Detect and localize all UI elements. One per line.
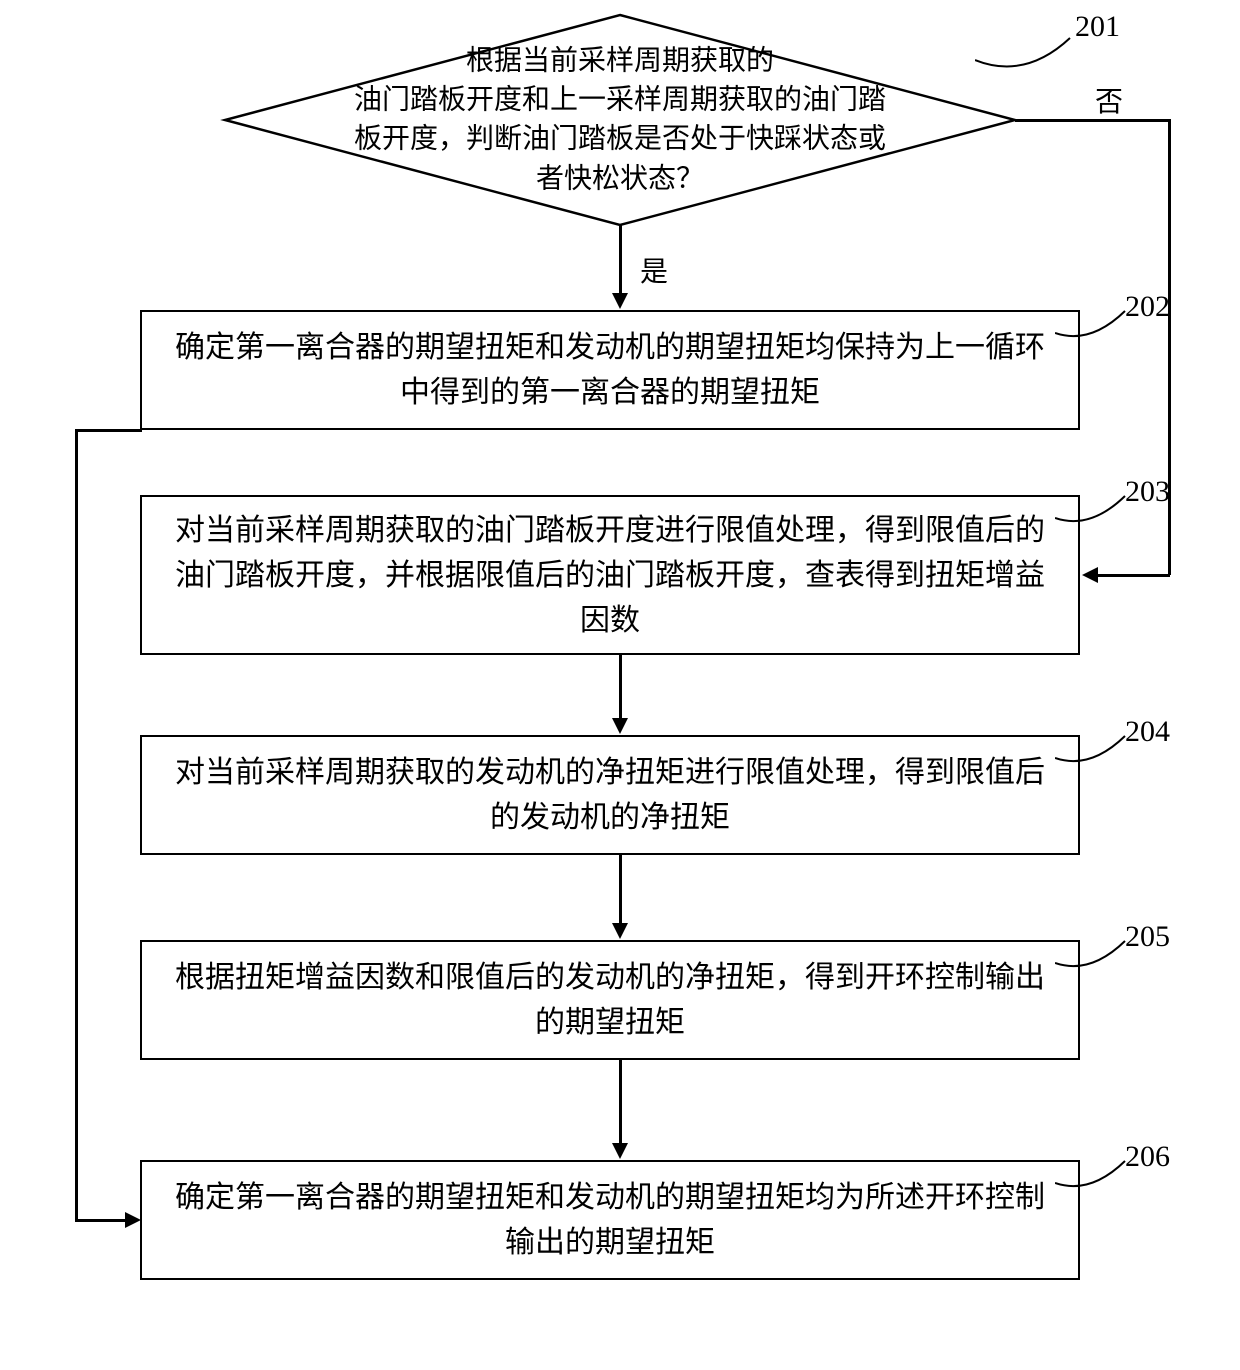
line-202-bottom-h [75,1219,127,1222]
curve-202 [1055,305,1130,345]
arrow-yes [619,225,622,295]
arrowhead-205-206 [612,1143,628,1159]
arrowhead-202-to-206 [125,1212,141,1228]
step-label-203: 203 [1125,475,1170,509]
process-205-text: 根据扭矩增益因数和限值后的发动机的净扭矩，得到开环控制输出的期望扭矩 [162,955,1058,1045]
arrow-204-205 [619,855,622,925]
process-204: 对当前采样周期获取的发动机的净扭矩进行限值处理，得到限值后的发动机的净扭矩 [140,735,1080,855]
step-label-204: 204 [1125,715,1170,749]
process-206-text: 确定第一离合器的期望扭矩和发动机的期望扭矩均为所述开环控制输出的期望扭矩 [162,1175,1058,1265]
step-label-205: 205 [1125,920,1170,954]
line-202-left-v [75,429,78,1220]
flowchart: 根据当前采样周期获取的油门踏板开度和上一采样周期获取的油门踏板开度，判断油门踏板… [0,0,1240,1370]
process-202-text: 确定第一离合器的期望扭矩和发动机的期望扭矩均保持为上一循环中得到的第一离合器的期… [162,325,1058,415]
curve-205 [1055,935,1130,975]
process-203: 对当前采样周期获取的油门踏板开度进行限值处理，得到限值后的油门踏板开度，并根据限… [140,495,1080,655]
line-202-left-h [75,429,142,432]
process-202: 确定第一离合器的期望扭矩和发动机的期望扭矩均保持为上一循环中得到的第一离合器的期… [140,310,1080,430]
process-205: 根据扭矩增益因数和限值后的发动机的净扭矩，得到开环控制输出的期望扭矩 [140,940,1080,1060]
arrowhead-yes [612,293,628,309]
process-206: 确定第一离合器的期望扭矩和发动机的期望扭矩均为所述开环控制输出的期望扭矩 [140,1160,1080,1280]
step-label-206: 206 [1125,1140,1170,1174]
no-line-h [1015,119,1170,122]
curve-201 [975,30,1075,80]
yes-label: 是 [640,250,668,290]
no-label: 否 [1095,80,1123,120]
arrowhead-204-205 [612,923,628,939]
no-line-h2 [1095,574,1170,577]
step-label-201: 201 [1075,10,1120,44]
decision-text: 根据当前采样周期获取的油门踏板开度和上一采样周期获取的油门踏板开度，判断油门踏板… [320,42,920,199]
step-label-202: 202 [1125,290,1170,324]
process-204-text: 对当前采样周期获取的发动机的净扭矩进行限值处理，得到限值后的发动机的净扭矩 [162,750,1058,840]
arrowhead-no [1082,567,1098,583]
arrow-203-204 [619,655,622,720]
curve-203 [1055,490,1130,530]
curve-204 [1055,730,1130,770]
arrowhead-203-204 [612,718,628,734]
process-203-text: 对当前采样周期获取的油门踏板开度进行限值处理，得到限值后的油门踏板开度，并根据限… [162,508,1058,643]
curve-206 [1055,1155,1130,1195]
arrow-205-206 [619,1060,622,1145]
decision-node-201: 根据当前采样周期获取的油门踏板开度和上一采样周期获取的油门踏板开度，判断油门踏板… [220,10,1020,230]
